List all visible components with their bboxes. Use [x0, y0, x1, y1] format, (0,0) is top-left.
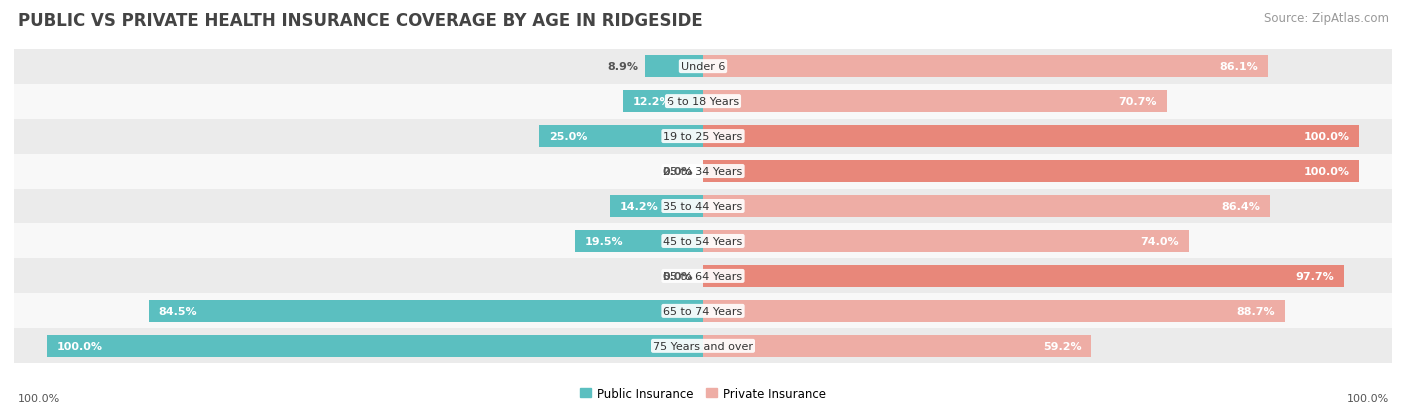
Text: 100.0%: 100.0% — [56, 341, 103, 351]
Text: 75 Years and over: 75 Years and over — [652, 341, 754, 351]
Legend: Public Insurance, Private Insurance: Public Insurance, Private Insurance — [575, 382, 831, 405]
Text: 100.0%: 100.0% — [1303, 166, 1350, 177]
Bar — [703, 91, 1167, 113]
Text: 45 to 54 Years: 45 to 54 Years — [664, 236, 742, 247]
Bar — [14, 224, 1392, 259]
Text: 19.5%: 19.5% — [585, 236, 623, 247]
Bar — [703, 230, 1188, 252]
Bar — [14, 189, 1392, 224]
Text: Under 6: Under 6 — [681, 62, 725, 72]
Bar — [703, 266, 1344, 287]
Bar — [14, 84, 1392, 119]
Text: 97.7%: 97.7% — [1295, 271, 1334, 281]
Text: 74.0%: 74.0% — [1140, 236, 1178, 247]
Bar — [575, 230, 703, 252]
Text: 100.0%: 100.0% — [1303, 132, 1350, 142]
Text: Source: ZipAtlas.com: Source: ZipAtlas.com — [1264, 12, 1389, 25]
Text: 70.7%: 70.7% — [1119, 97, 1157, 107]
Bar — [703, 196, 1270, 217]
Text: 88.7%: 88.7% — [1236, 306, 1275, 316]
Text: 65 to 74 Years: 65 to 74 Years — [664, 306, 742, 316]
Text: 59.2%: 59.2% — [1043, 341, 1081, 351]
Bar — [703, 56, 1268, 78]
Text: 100.0%: 100.0% — [1347, 393, 1389, 403]
Text: 19 to 25 Years: 19 to 25 Years — [664, 132, 742, 142]
Bar — [703, 126, 1360, 147]
Bar — [703, 300, 1285, 322]
Text: 35 to 44 Years: 35 to 44 Years — [664, 202, 742, 211]
Bar — [623, 91, 703, 113]
Text: 6 to 18 Years: 6 to 18 Years — [666, 97, 740, 107]
Bar — [703, 161, 1360, 183]
Bar — [46, 335, 703, 357]
Bar — [703, 335, 1091, 357]
Text: 12.2%: 12.2% — [633, 97, 672, 107]
Text: 86.1%: 86.1% — [1219, 62, 1258, 72]
Bar — [149, 300, 703, 322]
Text: 100.0%: 100.0% — [18, 393, 60, 403]
Text: 86.4%: 86.4% — [1222, 202, 1260, 211]
Text: 25 to 34 Years: 25 to 34 Years — [664, 166, 742, 177]
Text: 84.5%: 84.5% — [159, 306, 197, 316]
Bar — [610, 196, 703, 217]
Bar — [14, 154, 1392, 189]
Bar — [538, 126, 703, 147]
Bar — [14, 50, 1392, 84]
Bar — [14, 259, 1392, 294]
Bar — [14, 329, 1392, 363]
Text: 0.0%: 0.0% — [662, 271, 693, 281]
Bar — [644, 56, 703, 78]
Text: PUBLIC VS PRIVATE HEALTH INSURANCE COVERAGE BY AGE IN RIDGESIDE: PUBLIC VS PRIVATE HEALTH INSURANCE COVER… — [18, 12, 703, 30]
Text: 55 to 64 Years: 55 to 64 Years — [664, 271, 742, 281]
Text: 14.2%: 14.2% — [620, 202, 658, 211]
Text: 8.9%: 8.9% — [607, 62, 638, 72]
Bar — [14, 119, 1392, 154]
Text: 25.0%: 25.0% — [548, 132, 588, 142]
Text: 0.0%: 0.0% — [662, 166, 693, 177]
Bar — [14, 294, 1392, 329]
